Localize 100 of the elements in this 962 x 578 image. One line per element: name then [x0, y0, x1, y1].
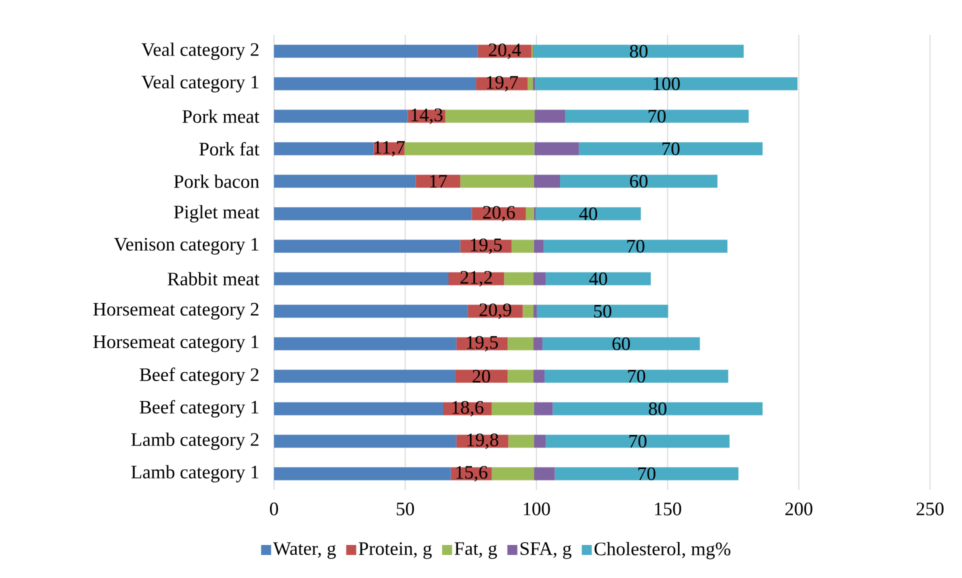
y-tick-label: Lamb category 1 — [131, 465, 258, 482]
data-label: 18,6 — [452, 400, 484, 417]
bar — [274, 304, 468, 318]
bar — [522, 304, 534, 318]
y-tick-label: Pork bacon — [174, 174, 260, 188]
bar — [534, 467, 555, 480]
data-label: 100 — [654, 77, 680, 90]
bar — [492, 402, 534, 416]
data-label: 14,3 — [412, 108, 442, 124]
y-tick-label: Beef category 2 — [140, 368, 258, 385]
data-label: 60 — [630, 174, 648, 188]
bar — [534, 240, 544, 253]
bar — [534, 174, 560, 188]
x-tick-label: 50 — [396, 502, 414, 516]
data-label: 20 — [472, 370, 490, 383]
bar — [534, 44, 744, 58]
data-label: 70 — [628, 370, 646, 383]
bar — [274, 240, 460, 253]
bar — [534, 402, 553, 416]
y-tick-label: Horsemeat category 2 — [93, 302, 258, 320]
y-tick-label: Veal category 1 — [142, 75, 258, 92]
data-label: 70 — [638, 467, 656, 480]
bar — [508, 337, 534, 350]
data-label: 50 — [594, 304, 612, 318]
data-label: 70 — [648, 110, 666, 123]
bar — [274, 402, 443, 416]
x-tick-label: 200 — [785, 502, 812, 516]
y-tick-label: Piglet meat — [174, 205, 260, 222]
bar — [546, 434, 730, 448]
bar — [535, 77, 798, 90]
x-tick-label: 150 — [655, 502, 682, 516]
y-tick-label: Veal category 2 — [142, 42, 258, 60]
bar — [274, 272, 448, 286]
data-label: 19,8 — [467, 433, 498, 450]
bar — [460, 174, 534, 188]
bar — [578, 142, 763, 156]
data-label: 70 — [629, 434, 646, 448]
x-tick-label: 0 — [270, 502, 278, 516]
bar — [274, 337, 456, 350]
bar — [544, 240, 728, 253]
bar — [536, 207, 641, 220]
data-label: 20,9 — [480, 303, 512, 320]
y-tick-label: Beef category 1 — [140, 400, 258, 418]
bar — [511, 240, 534, 253]
data-label: 20,6 — [483, 206, 515, 222]
bar — [274, 174, 416, 188]
bar — [274, 44, 478, 58]
bar — [546, 272, 651, 286]
data-label: 40 — [589, 272, 608, 286]
y-tick-label: Pork fat — [199, 142, 260, 156]
data-label: 19,5 — [467, 336, 498, 352]
y-tick-label: Venison category 1 — [114, 238, 258, 255]
bar — [532, 77, 536, 90]
bar — [416, 174, 460, 188]
x-tick-label: 250 — [916, 502, 944, 516]
bar — [554, 467, 738, 480]
bar — [534, 272, 546, 286]
bar — [508, 434, 534, 448]
legend-label: Protein, g — [358, 542, 432, 559]
bar — [274, 434, 456, 448]
y-tick-label: Rabbit meat — [168, 272, 260, 286]
legend-label: SFA, g — [520, 542, 572, 559]
bar — [534, 337, 542, 350]
legend-label: Cholesterol, mg% — [594, 542, 730, 560]
y-tick-label: Lamb category 2 — [131, 432, 258, 450]
bar — [534, 370, 545, 383]
bar — [508, 370, 534, 383]
bar — [274, 467, 451, 480]
bar — [534, 304, 537, 318]
data-label: 70 — [627, 240, 644, 253]
x-tick-label: 100 — [524, 502, 550, 516]
bar — [445, 110, 535, 123]
legend-label: Fat, g — [454, 542, 497, 559]
bar — [565, 110, 749, 123]
data-label: 60 — [612, 337, 630, 350]
bar — [528, 77, 533, 90]
data-label: 80 — [630, 44, 648, 58]
data-label: 20,4 — [488, 43, 521, 60]
data-label: 21,2 — [460, 271, 492, 286]
bar — [274, 110, 408, 123]
data-label: 15,6 — [456, 466, 488, 482]
bar — [274, 77, 476, 90]
y-tick-label: Pork meat — [182, 110, 260, 123]
data-label: 19,5 — [470, 238, 502, 254]
bar — [404, 142, 534, 156]
bar — [274, 370, 456, 383]
bar — [534, 434, 546, 448]
bar — [534, 110, 566, 123]
bar — [534, 142, 579, 156]
data-label: 17 — [430, 174, 447, 188]
bar — [542, 337, 700, 350]
bar — [544, 370, 728, 383]
bar — [536, 304, 668, 318]
bar — [274, 142, 374, 156]
bar — [274, 207, 472, 220]
data-label: 40 — [579, 207, 598, 220]
bar — [552, 402, 763, 416]
legend-label: Water, g — [273, 542, 336, 559]
bar — [526, 207, 534, 220]
data-label: 80 — [648, 402, 666, 416]
